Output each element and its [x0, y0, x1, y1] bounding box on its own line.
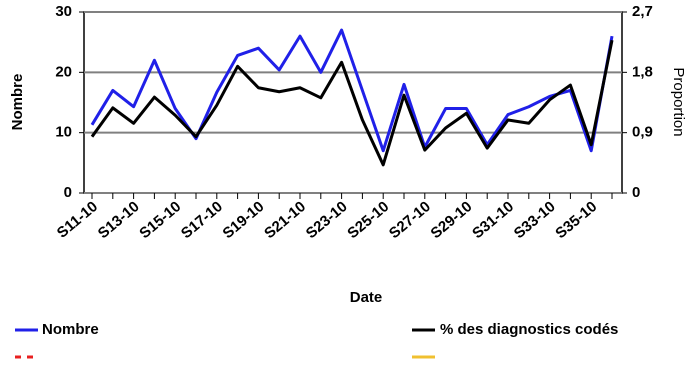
x-tick-label: S21-10	[261, 198, 309, 242]
plot-frame	[83, 11, 623, 194]
x-tick-label: S33-10	[511, 198, 559, 242]
legend-label: % des diagnostics codés	[440, 321, 618, 338]
x-tick-label: S17-10	[178, 198, 226, 242]
y-tick-label: 20	[55, 63, 72, 80]
x-tick-label: S11-10	[54, 198, 101, 242]
x-axis-title: Date	[350, 289, 383, 306]
y-tick-label: 0	[64, 184, 72, 201]
series-line	[90, 28, 614, 153]
x-tick-label: S31-10	[469, 198, 517, 242]
x-tick-label: S19-10	[220, 198, 268, 242]
y-axis-title: Nombre	[9, 74, 26, 131]
legend: Nombre % des diagnostics codés	[15, 321, 618, 359]
y2-tick-label: 1,8	[632, 63, 653, 80]
x-tick-label: S15-10	[136, 198, 184, 242]
x-tick-label: S29-10	[428, 198, 476, 242]
y-tick-label: 10	[55, 124, 72, 141]
x-tick-label: S25-10	[344, 198, 392, 242]
y2-tick-label: 0,9	[632, 124, 653, 141]
legend-label: Nombre	[42, 321, 99, 338]
y-tick-label: 30	[55, 3, 72, 20]
x-tick-label: S23-10	[303, 198, 351, 242]
series-line	[90, 39, 614, 167]
x-tick-label: S13-10	[95, 198, 143, 242]
x-tick-label: S27-10	[386, 198, 434, 242]
y2-axis-title: Proportion	[670, 67, 687, 136]
y2-tick-label: 2,7	[632, 3, 653, 20]
y2-tick-label: 0	[632, 184, 640, 201]
x-tick-label: S35-10	[552, 198, 600, 242]
